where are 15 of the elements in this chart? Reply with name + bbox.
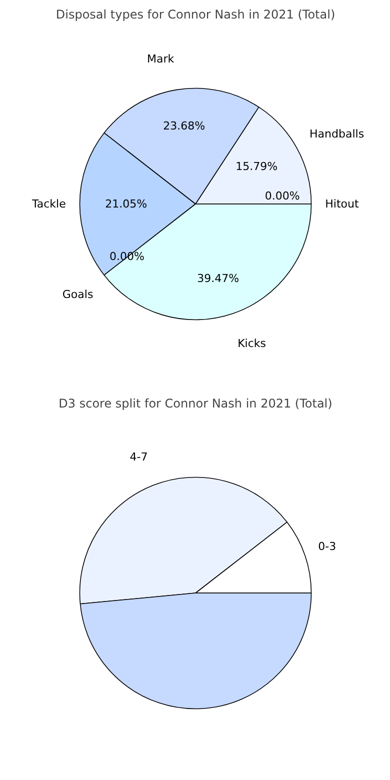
data-label: 15.79% — [236, 160, 278, 173]
data-label: 21.05% — [105, 198, 148, 210]
text: 0.00% — [264, 190, 300, 203]
slice-label: Kicks — [238, 336, 266, 350]
chart-title: Disposal types for Connor Nash in 2021 (Total) — [56, 8, 336, 22]
slice-label: Mark — [147, 52, 175, 66]
data-label: 39.47% — [197, 272, 240, 286]
category-label: Goals — [62, 288, 94, 301]
chart-title: D3 score split for Connor Nash in 2021 (Total) — [58, 396, 332, 410]
slice-label: Tackle — [30, 198, 66, 210]
slice-label: Handballs — [310, 127, 364, 140]
category-label: Hitout — [325, 198, 359, 210]
data-label: 23.68% — [163, 120, 206, 133]
slice-label: 4-7 — [130, 450, 148, 464]
slice-label: 0-3 — [318, 540, 336, 553]
